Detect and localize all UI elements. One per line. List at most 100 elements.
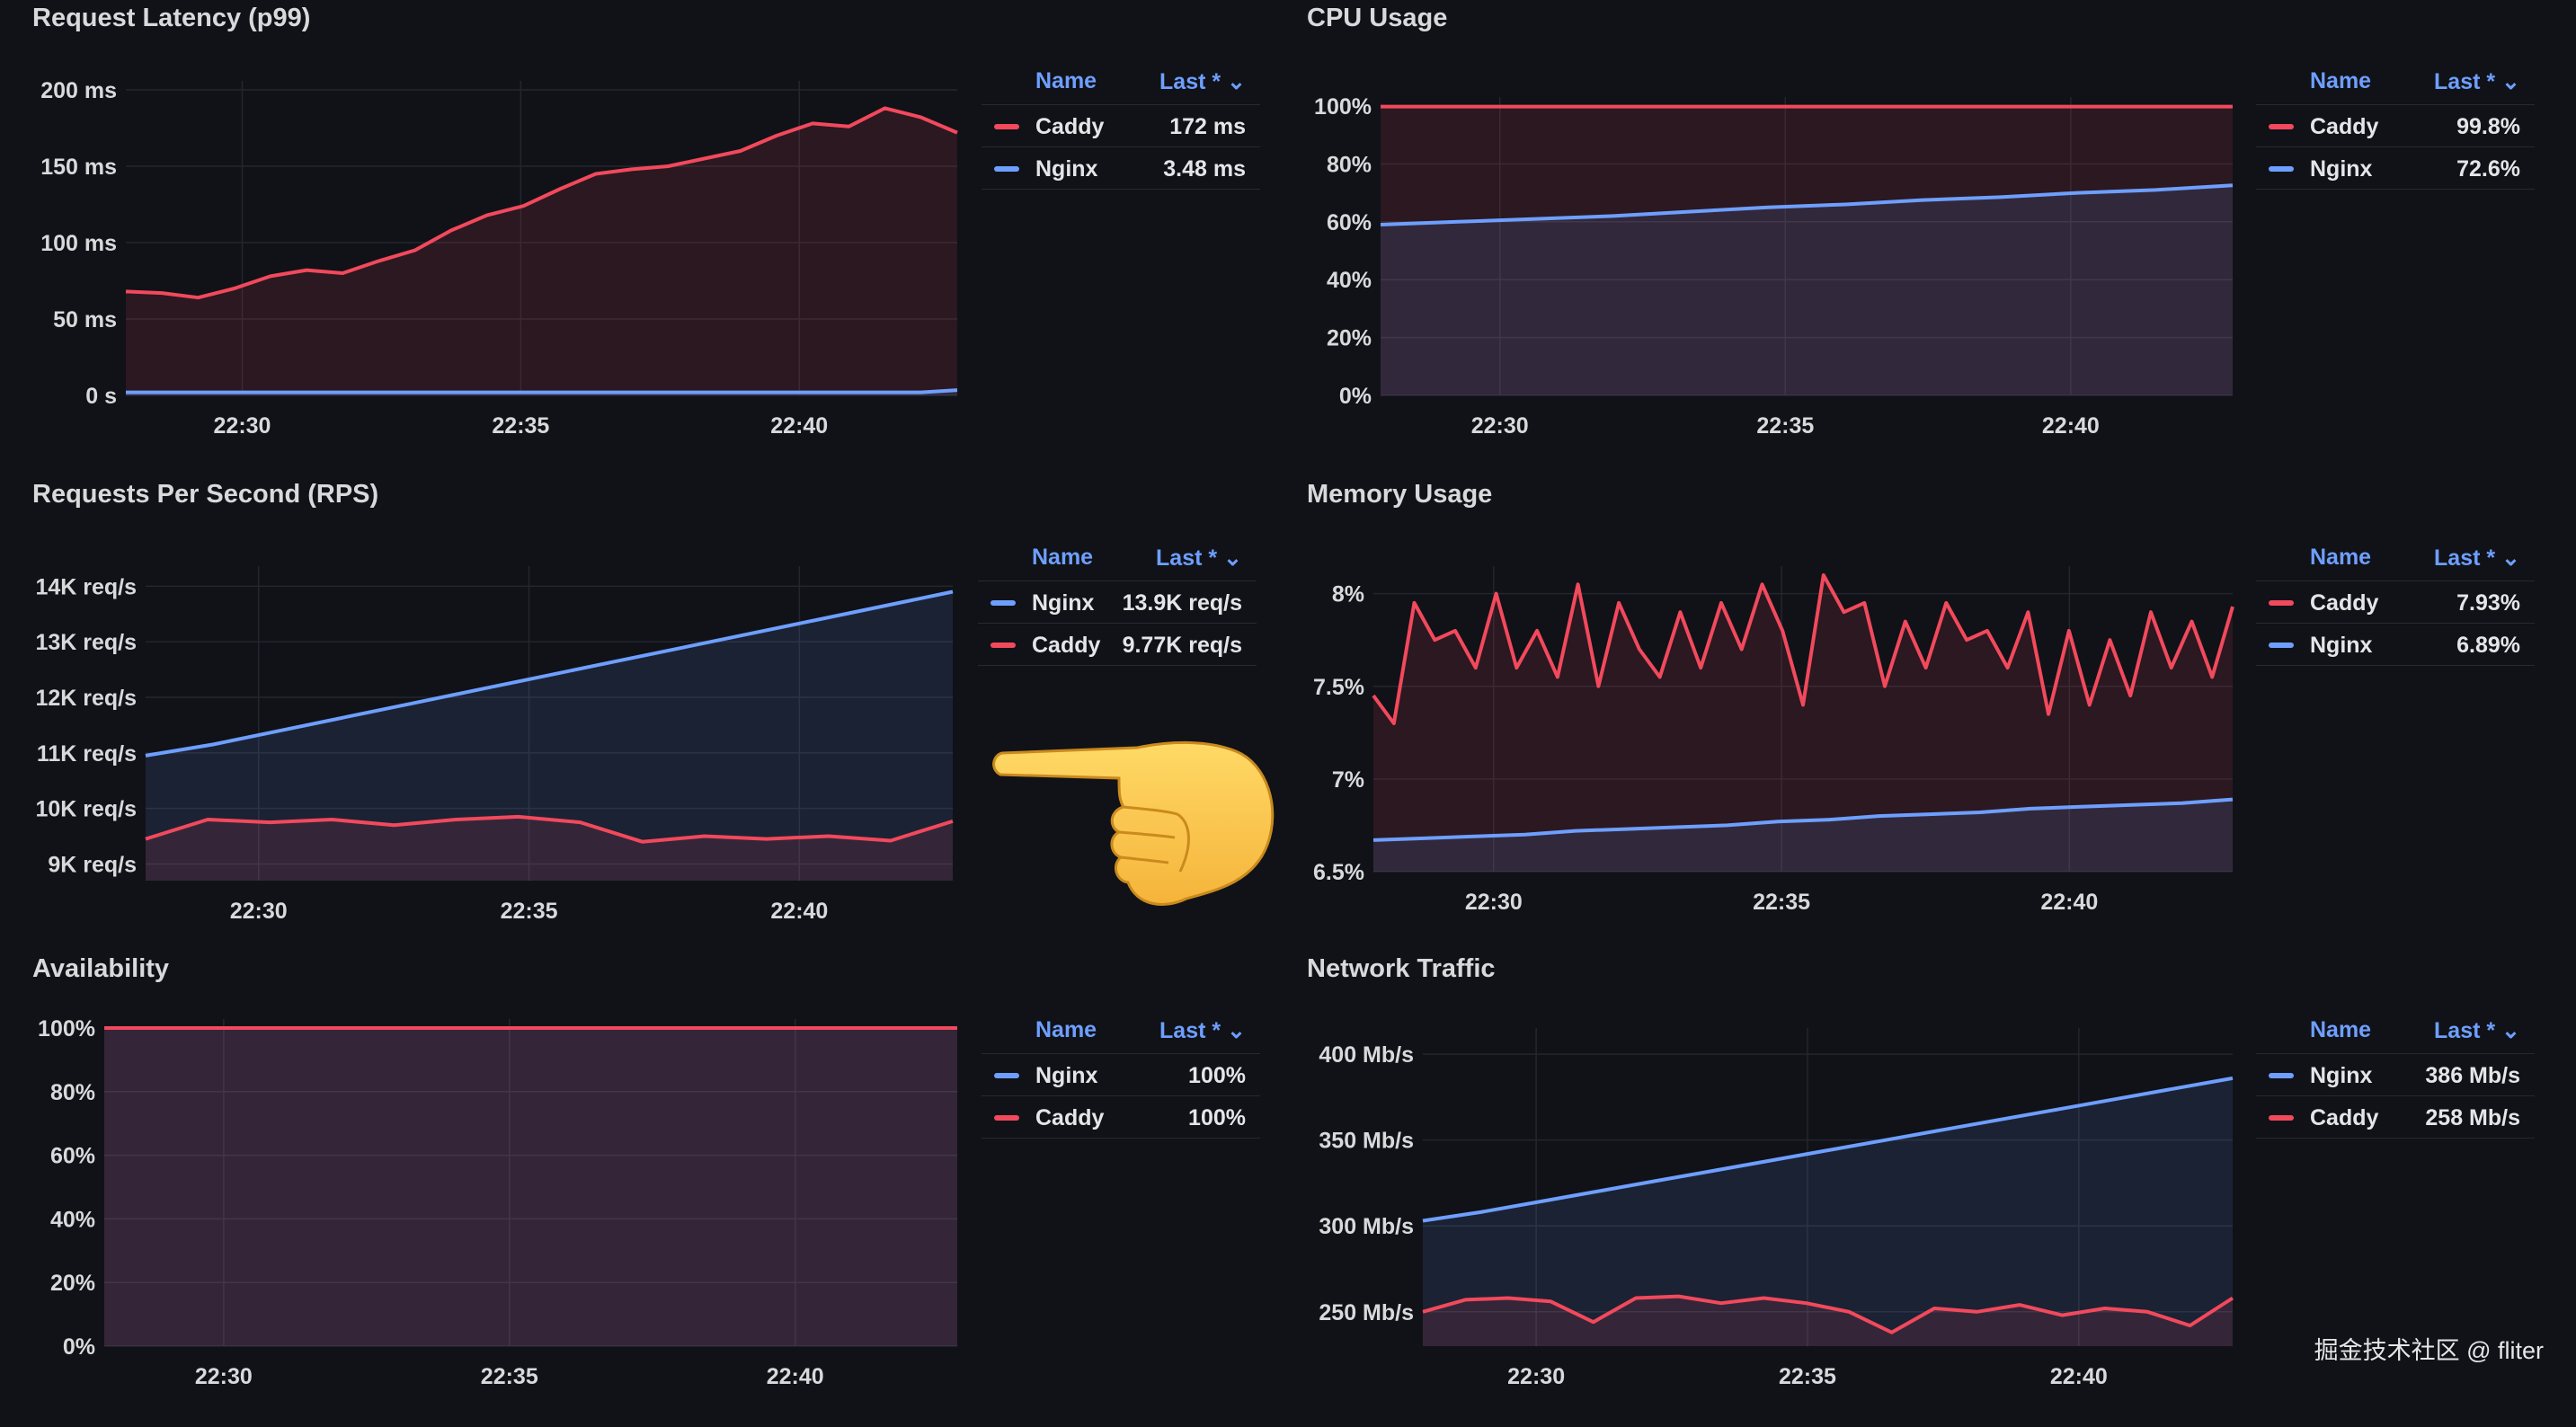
series-color-swatch	[994, 1073, 1019, 1078]
y-tick-label: 100 ms	[40, 231, 117, 256]
legend-row-caddy[interactable]: Caddy 172 ms	[982, 104, 1260, 146]
y-tick-label: 6.5%	[1313, 860, 1364, 885]
series-area-nginx	[1381, 185, 2233, 395]
series-name: Caddy	[2310, 1105, 2379, 1130]
series-color-swatch	[994, 124, 1019, 129]
series-line-nginx[interactable]	[1422, 1076, 2234, 1223]
legend-row-nginx[interactable]: Nginx 72.6%	[2256, 146, 2535, 190]
legend-row-nginx[interactable]: Nginx 13.9K req/s	[978, 581, 1257, 623]
series-line-nginx[interactable]	[1380, 183, 2234, 226]
series-last-value: 13.9K req/s	[1122, 590, 1242, 616]
cpu-chart: 0% 20% 40% 60% 80% 100% 22:30 22:35 22:40	[1314, 94, 2234, 439]
series-area-nginx	[146, 591, 953, 881]
legend-last-sort-header[interactable]: Last * ⌄	[2434, 545, 2520, 571]
series-line-nginx[interactable]	[126, 388, 958, 394]
memory-chart: 6.5% 7% 7.5% 8% 22:30 22:35 22:40	[1313, 566, 2234, 915]
series-name: Caddy	[1035, 114, 1105, 139]
series-line-nginx[interactable]	[1372, 797, 2234, 842]
series-last-value: 258 Mb/s	[2425, 1105, 2520, 1130]
panel-title[interactable]: Availability	[32, 954, 170, 983]
cpu-legend: Name Last * ⌄ Caddy 99.8% Nginx 72.6%	[2256, 63, 2535, 190]
y-tick-label: 80%	[1327, 152, 1372, 177]
series-name: Caddy	[1035, 1105, 1105, 1130]
x-tick-label: 22:40	[2040, 890, 2098, 915]
legend-name-header[interactable]: Name	[2310, 1017, 2372, 1042]
panel-title[interactable]: CPU Usage	[1307, 4, 1448, 32]
series-area-caddy	[104, 1028, 957, 1346]
series-line-caddy[interactable]	[125, 106, 958, 300]
y-tick-label: 13K req/s	[35, 630, 137, 655]
series-name: Nginx	[1032, 590, 1095, 616]
series-name: Nginx	[1035, 156, 1098, 182]
series-last-value: 100%	[1188, 1063, 1246, 1088]
series-area-caddy	[126, 108, 957, 396]
y-tick-label: 10K req/s	[35, 797, 137, 822]
x-tick-label: 22:35	[1753, 890, 1810, 915]
series-line-nginx[interactable]	[145, 589, 954, 758]
series-color-swatch	[2269, 1073, 2294, 1078]
y-tick-label: 20%	[50, 1271, 95, 1296]
legend-row-caddy[interactable]: Caddy 9.77K req/s	[978, 623, 1257, 666]
series-line-caddy[interactable]	[145, 814, 954, 844]
legend-last-sort-header[interactable]: Last * ⌄	[2434, 1018, 2520, 1043]
x-tick-label: 22:30	[1465, 890, 1523, 915]
legend-name-header[interactable]: Name	[1035, 1017, 1097, 1042]
series-last-value: 6.89%	[2456, 633, 2520, 658]
legend-row-nginx[interactable]: Nginx 386 Mb/s	[2256, 1053, 2535, 1095]
legend-row-nginx[interactable]: Nginx 100%	[982, 1053, 1260, 1095]
y-tick-label: 0 s	[85, 384, 117, 409]
series-area-caddy	[146, 816, 953, 881]
y-tick-label: 9K req/s	[48, 852, 137, 877]
x-tick-label: 22:30	[214, 413, 271, 439]
panel-title[interactable]: Memory Usage	[1307, 480, 1493, 509]
y-tick-label: 300 Mb/s	[1319, 1214, 1414, 1239]
series-line-caddy[interactable]	[1422, 1294, 2234, 1334]
series-last-value: 7.93%	[2456, 590, 2520, 616]
legend-header: Name Last * ⌄	[2256, 63, 2535, 104]
y-tick-label: 150 ms	[40, 155, 117, 180]
y-tick-label: 20%	[1327, 326, 1372, 351]
legend-name-header[interactable]: Name	[2310, 545, 2372, 570]
x-tick-label: 22:30	[230, 899, 288, 924]
y-tick-label: 7.5%	[1313, 675, 1364, 700]
legend-last-sort-header[interactable]: Last * ⌄	[1159, 1018, 1246, 1043]
x-tick-label: 22:40	[2050, 1364, 2108, 1389]
series-color-swatch	[2269, 643, 2294, 648]
series-color-swatch	[2269, 600, 2294, 606]
legend-row-caddy[interactable]: Caddy 7.93%	[2256, 581, 2535, 623]
pointing-hand-icon	[992, 740, 1275, 906]
legend-row-nginx[interactable]: Nginx 3.48 ms	[982, 146, 1260, 190]
legend-row-nginx[interactable]: Nginx 6.89%	[2256, 623, 2535, 666]
availability-legend: Name Last * ⌄ Nginx 100% Caddy 100%	[982, 1012, 1260, 1139]
legend-row-caddy[interactable]: Caddy 100%	[982, 1095, 1260, 1139]
y-tick-label: 400 Mb/s	[1319, 1042, 1414, 1068]
legend-name-header[interactable]: Name	[1035, 68, 1097, 93]
y-tick-label: 14K req/s	[35, 574, 137, 599]
x-tick-label: 22:35	[1779, 1364, 1836, 1389]
legend-row-caddy[interactable]: Caddy 258 Mb/s	[2256, 1095, 2535, 1139]
series-area-nginx	[1423, 1077, 2233, 1346]
x-tick-label: 22:35	[501, 899, 558, 924]
series-line-caddy[interactable]	[1372, 573, 2234, 725]
legend-last-sort-header[interactable]: Last * ⌄	[1159, 69, 1246, 94]
series-name: Caddy	[2310, 114, 2379, 139]
legend-header: Name Last * ⌄	[2256, 539, 2535, 581]
legend-last-sort-header[interactable]: Last * ⌄	[2434, 69, 2520, 94]
legend-name-header[interactable]: Name	[2310, 68, 2372, 93]
legend-header: Name Last * ⌄	[978, 539, 1257, 581]
legend-header: Name Last * ⌄	[982, 1012, 1260, 1053]
series-area-caddy	[1373, 575, 2233, 872]
legend-last-sort-header[interactable]: Last * ⌄	[1156, 545, 1242, 571]
series-name: Caddy	[2310, 590, 2379, 616]
panel-title[interactable]: Request Latency (p99)	[32, 4, 311, 32]
legend-name-header[interactable]: Name	[1032, 545, 1094, 570]
series-last-value: 3.48 ms	[1163, 156, 1246, 182]
series-last-value: 99.8%	[2456, 114, 2520, 139]
y-tick-label: 11K req/s	[37, 741, 137, 767]
series-color-swatch	[990, 643, 1016, 648]
legend-row-caddy[interactable]: Caddy 99.8%	[2256, 104, 2535, 146]
panel-availability: Availability 0% 20% 40% 60% 80% 100% 22:30 22:3…	[0, 951, 1275, 1427]
series-area-nginx	[1373, 799, 2233, 872]
panel-title[interactable]: Network Traffic	[1307, 954, 1496, 983]
panel-title[interactable]: Requests Per Second (RPS)	[32, 480, 379, 509]
